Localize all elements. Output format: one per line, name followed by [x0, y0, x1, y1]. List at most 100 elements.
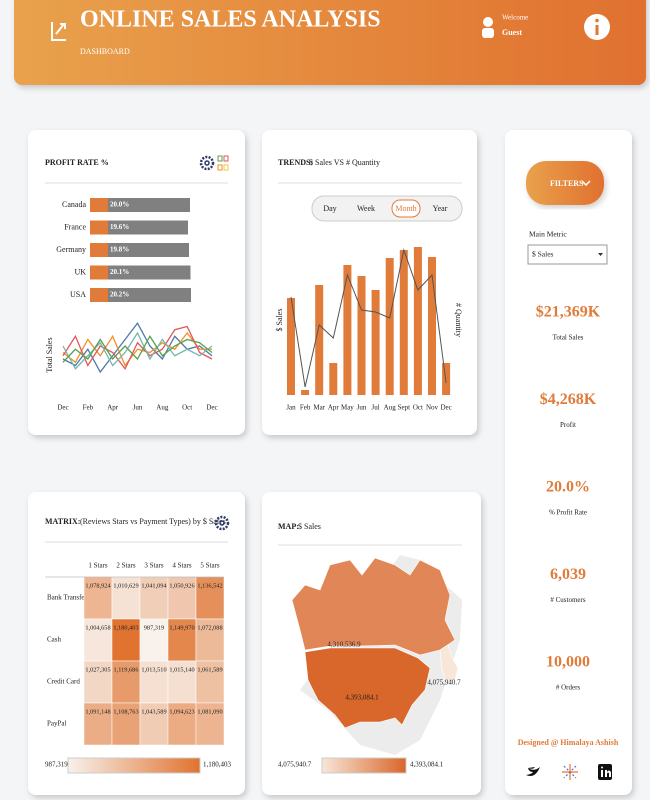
heat-cell [83, 576, 113, 620]
filters-label[interactable]: FILTERS [550, 179, 584, 188]
row-label: Bank Transfer [47, 594, 88, 602]
cell-label: 1,119,686 [114, 666, 139, 673]
column-label: 4 Stars [172, 562, 192, 570]
period-option[interactable]: Month [395, 204, 416, 213]
x-tick-label: Mar [313, 404, 325, 412]
category-label: France [64, 222, 86, 231]
settings-icon[interactable] [214, 515, 230, 531]
filters-button[interactable] [526, 161, 604, 205]
period-option[interactable]: Year [433, 204, 448, 213]
y-axis-label: Total Sales [45, 337, 54, 372]
period-toggle [311, 195, 463, 222]
user-name: Guest [502, 28, 522, 37]
welcome-text: Welcome [502, 14, 528, 22]
cell-label: 1,094,623 [169, 708, 194, 715]
region-label: 4,075,940.7 [427, 679, 461, 687]
label-box [90, 198, 108, 212]
tableau-icon[interactable] [562, 764, 578, 780]
category-label: UK [74, 267, 86, 276]
bar [399, 250, 408, 395]
cell-label: 1,010,629 [113, 582, 138, 589]
label-box [90, 220, 108, 235]
select-caret [598, 253, 603, 256]
period-option[interactable]: Week [357, 204, 375, 213]
bar [90, 198, 190, 212]
metric-value[interactable]: $ Sales [532, 250, 554, 259]
value-label: 20.0% [110, 201, 129, 209]
cell-label: 1,136,542 [197, 582, 222, 589]
column-label: 1 Stars [88, 562, 108, 570]
cell-label: 1,015,140 [169, 666, 194, 673]
line [62, 331, 212, 367]
x-tick-label: Apr [328, 404, 340, 412]
linkedin-icon[interactable] [598, 764, 612, 780]
period-option[interactable]: Day [323, 204, 336, 213]
region-label: 4,393,084.1 [345, 694, 379, 702]
heat-cell [139, 618, 169, 662]
credit: Designed @ Himalaya Ashish [518, 738, 619, 747]
kpi-value: $4,268K [540, 391, 597, 408]
row-label: Cash [47, 636, 62, 644]
label-box [90, 265, 108, 280]
heat-cell [83, 702, 113, 746]
column-label: 3 Stars [144, 562, 164, 570]
x-tick-label: Dec [57, 404, 68, 412]
category-label: USA [70, 290, 86, 299]
twitter-icon[interactable] [526, 767, 540, 776]
cell-label: 1,149,970 [169, 624, 194, 631]
kpi-label: # Orders [556, 684, 581, 692]
x-tick-label: Jun [133, 404, 143, 412]
settings-icon[interactable] [199, 155, 215, 171]
bar [385, 258, 394, 395]
bar [315, 285, 324, 395]
card-title: TRENDS: [278, 158, 313, 167]
header-title: ONLINE SALES ANALYSIS [80, 7, 381, 33]
header-subtitle: DASHBOARD [80, 47, 130, 56]
row-label: Credit Card [47, 678, 80, 686]
x-tick-label: Dec [206, 404, 217, 412]
bar [90, 220, 188, 235]
x-tick-label: Oct [182, 404, 192, 412]
column-label: 2 Stars [116, 562, 136, 570]
legend-max: 1,180,403 [203, 761, 232, 769]
cell-label: 1,078,924 [85, 582, 111, 589]
bar [90, 265, 191, 280]
info-button[interactable] [584, 14, 610, 40]
row-label: PayPal [47, 720, 67, 728]
heat-cell [111, 618, 141, 662]
bar [90, 243, 189, 257]
x-tick-label: Feb [300, 404, 311, 412]
card [28, 130, 245, 435]
cell-label: 1,061,589 [197, 666, 222, 673]
cell-label: 1,041,094 [141, 582, 167, 589]
kpi-value: 10,000 [546, 654, 590, 671]
cell-label: 1,027,305 [85, 666, 110, 673]
x-tick-label: Nov [426, 404, 439, 412]
metric-select[interactable] [527, 244, 608, 265]
bar [343, 265, 352, 395]
card-subtitle: $ Sales [298, 522, 321, 531]
line [62, 325, 213, 370]
cell-label: 1,004,658 [85, 624, 110, 631]
heat-cell [195, 576, 225, 620]
x-tick-label: May [341, 404, 354, 412]
colors-icon[interactable] [217, 155, 229, 171]
card-subtitle: (Reviews Stars vs Payment Types) by $ Sa… [80, 517, 226, 526]
map-region [291, 557, 456, 656]
bar [371, 290, 380, 395]
y-axis-label: $ Sales [275, 309, 284, 332]
legend-min: 4,075,940.7 [278, 761, 312, 769]
period-selected[interactable] [391, 199, 421, 218]
line [62, 334, 213, 363]
line [290, 248, 447, 388]
x-tick-label: Jun [357, 404, 367, 412]
heat-cell [167, 576, 197, 620]
bar [287, 298, 295, 395]
heat-cell [195, 702, 225, 746]
heat-cell [111, 576, 141, 620]
x-tick-label: Aug [384, 404, 397, 412]
color-legend [67, 757, 201, 774]
card-subtitle: $ Sales VS # Quantity [309, 158, 380, 167]
